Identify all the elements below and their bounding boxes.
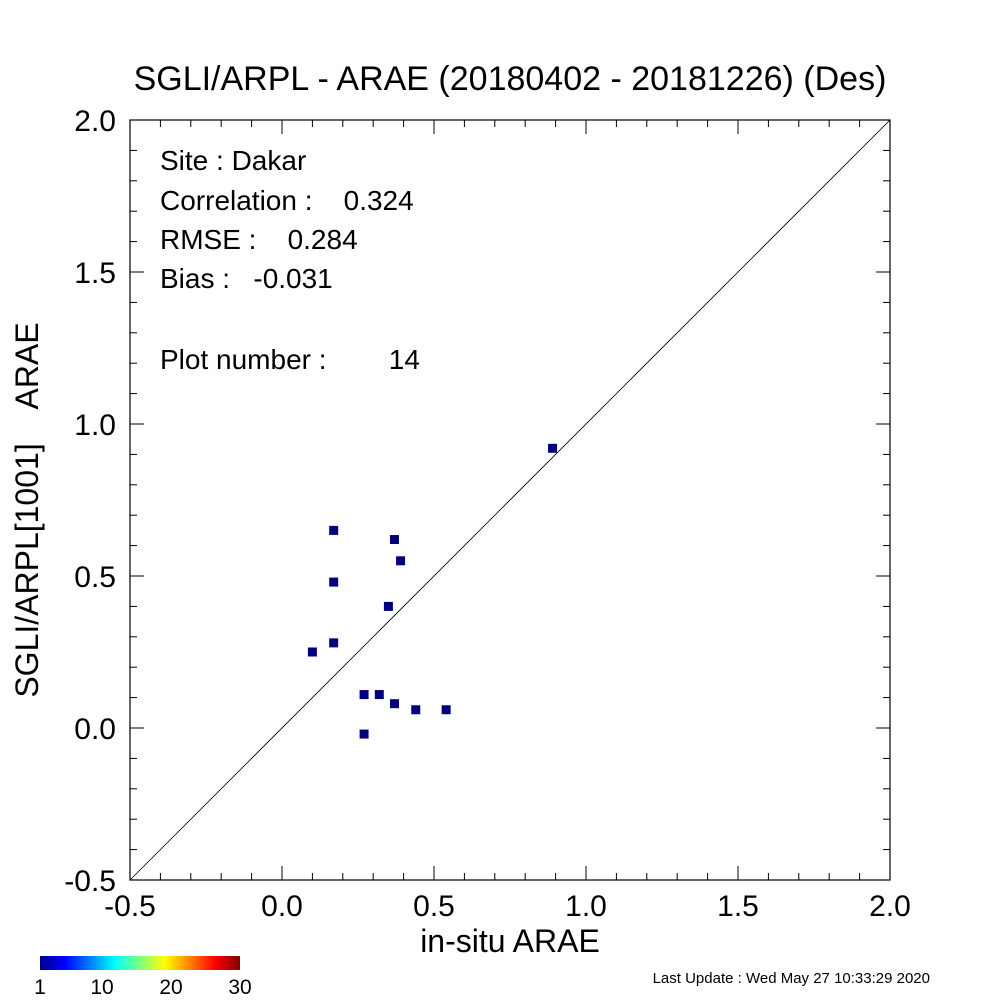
y-tick-label: 1.0 (74, 409, 116, 442)
colorbar-label: 10 (90, 976, 113, 999)
chart-title: SGLI/ARPL - ARAE (20180402 - 20181226) (… (134, 60, 887, 98)
data-point (329, 577, 339, 587)
y-tick-label: 0.0 (74, 713, 116, 746)
y-tick-label: 0.5 (74, 561, 116, 594)
colorbar-label: 30 (228, 976, 251, 999)
one-to-one-line (129, 119, 891, 881)
data-point (307, 647, 317, 657)
colorbar-label: 1 (34, 976, 46, 999)
site-annotation: Site : Dakar (160, 145, 306, 176)
x-tick-label: 0.0 (261, 890, 303, 923)
data-point (359, 690, 369, 700)
colorbar-label: 20 (159, 976, 182, 999)
data-points (307, 443, 558, 739)
data-point (396, 556, 406, 566)
data-point (441, 705, 451, 715)
colorbar (40, 956, 240, 970)
data-point (389, 699, 399, 709)
rmse-annotation: RMSE : 0.284 (160, 224, 358, 255)
y-tick-label: 1.5 (74, 257, 116, 290)
axis-ticks (129, 119, 891, 881)
data-point (329, 525, 339, 535)
correlation-annotation: Correlation : 0.324 (160, 185, 414, 216)
x-axis-title: in-situ ARAE (420, 923, 600, 959)
last-update-text: Last Update : Wed May 27 10:33:29 2020 (653, 970, 930, 987)
data-point (389, 535, 399, 545)
y-tick-label: 2.0 (74, 105, 116, 138)
data-point (548, 443, 558, 453)
x-tick-label: 1.0 (565, 890, 607, 923)
y-tick-label: -0.5 (64, 865, 116, 898)
x-tick-labels: -0.5 0.0 0.5 1.0 1.5 2.0 (104, 890, 911, 923)
x-tick-label: 1.5 (717, 890, 759, 923)
y-tick-labels: -0.5 0.0 0.5 1.0 1.5 2.0 (64, 105, 116, 898)
data-point (411, 705, 421, 715)
y-axis-title: SGLI/ARPL[1001] ARAE (9, 322, 45, 697)
data-point (374, 690, 384, 700)
data-point (329, 638, 339, 648)
plot-frame (129, 119, 891, 881)
x-tick-label: 0.5 (413, 890, 455, 923)
data-point (383, 601, 393, 611)
plot-number-annotation: Plot number : 14 (160, 344, 420, 375)
x-tick-label: -0.5 (104, 890, 156, 923)
data-point (359, 729, 369, 739)
colorbar-labels: 1 10 20 30 (34, 976, 252, 999)
x-tick-label: 2.0 (869, 890, 911, 923)
bias-annotation: Bias : -0.031 (160, 263, 333, 294)
